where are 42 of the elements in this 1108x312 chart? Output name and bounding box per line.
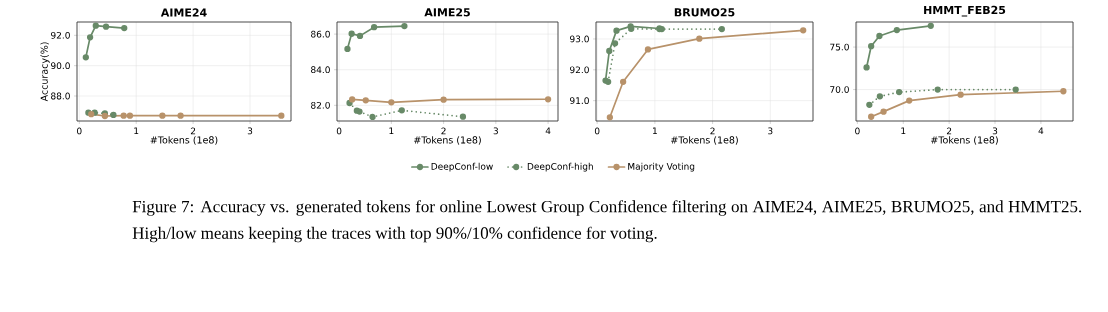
y-axis-title: Accuracy(%) <box>40 42 50 102</box>
chart-title: AIME24 <box>160 8 207 17</box>
x-tick-label: 2 <box>710 127 715 135</box>
x-tick-label: 2 <box>441 127 446 135</box>
x-tick-label: 2 <box>190 127 196 135</box>
x-axis-title: #Tokens (1e8) <box>414 136 481 145</box>
y-tick-label: 91.0 <box>570 97 589 105</box>
x-axis-title: #Tokens (1e8) <box>931 136 998 145</box>
x-tick-label: 0 <box>77 127 82 135</box>
x-tick-label: 1 <box>134 127 139 135</box>
x-axis-title: #Tokens (1e8) <box>150 136 218 145</box>
x-tick-label: 4 <box>1038 127 1044 135</box>
y-tick-label: 84.0 <box>311 66 330 74</box>
legend-label: DeepConf-low <box>431 162 493 172</box>
y-tick-label: 70.0 <box>830 86 849 93</box>
y-tick-label: 88.0 <box>51 92 70 100</box>
x-tick-label: 0 <box>594 127 600 135</box>
x-tick-label: 0 <box>855 127 860 135</box>
x-tick-label: 4 <box>545 127 551 135</box>
y-tick-label: 92.0 <box>570 66 589 74</box>
y-tick-label: 92.0 <box>51 31 70 39</box>
x-tick-label: 1 <box>389 127 394 135</box>
x-tick-label: 2 <box>946 127 952 135</box>
x-tick-label: 1 <box>901 127 906 135</box>
x-axis-title: #Tokens (1e8) <box>671 136 738 145</box>
x-tick-label: 0 <box>336 127 342 135</box>
y-tick-label: 90.0 <box>51 62 70 70</box>
y-tick-label: 75.0 <box>830 43 849 51</box>
y-tick-label: 86.0 <box>311 30 330 38</box>
caption: Figure 7: Accuracy vs. generated tokens for online Lowest Group Confidence filtering on AIME24, AIME25, BRUMO25, and HMMT25. High/low means keeping the traces with top 90%/10% confidence for voting. <box>132 200 1082 243</box>
legend-label: DeepConf-high <box>527 162 593 172</box>
x-tick-label: 3 <box>992 127 998 135</box>
y-tick-label: 93.0 <box>570 35 589 43</box>
x-tick-label: 3 <box>768 127 773 135</box>
chart-title: AIME25 <box>424 8 470 17</box>
chart-title: HMMT_FEB25 <box>924 5 1006 17</box>
x-tick-label: 1 <box>653 127 657 135</box>
y-tick-label: 82.0 <box>311 101 330 109</box>
chart-title: BRUMO25 <box>674 8 735 17</box>
x-tick-label: 3 <box>247 127 253 135</box>
legend-label: Majority Voting <box>628 162 695 172</box>
x-tick-label: 3 <box>493 127 498 135</box>
